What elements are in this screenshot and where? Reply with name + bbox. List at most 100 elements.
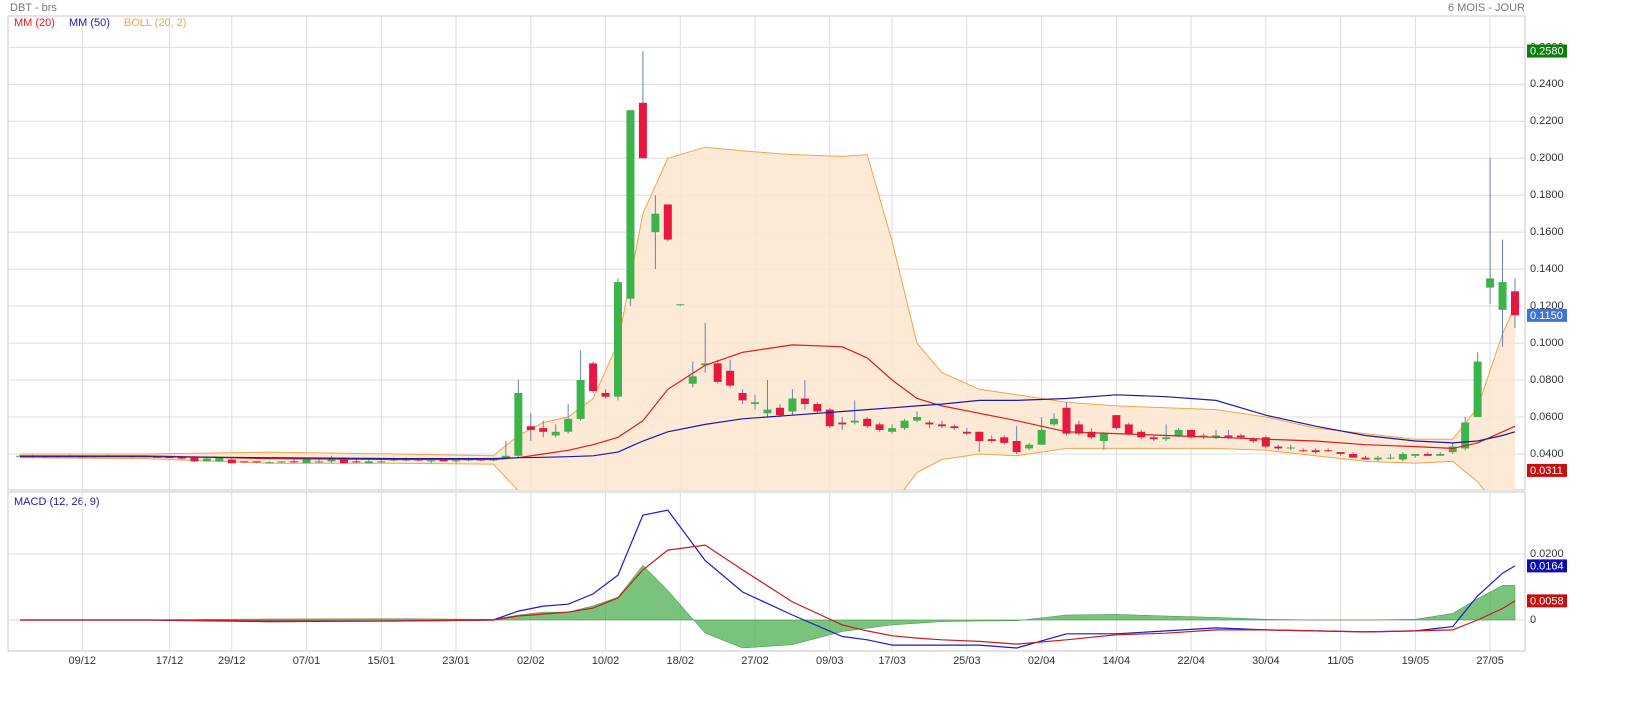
- candle-body: [526, 426, 535, 430]
- candle-body: [937, 424, 946, 427]
- x-tick-label: 27/02: [741, 655, 769, 667]
- candle-body: [676, 304, 685, 306]
- period-label: 6 MOIS - JOUR: [1448, 2, 1525, 14]
- candle-body: [1448, 446, 1457, 453]
- x-tick-label: 07/01: [293, 655, 321, 667]
- candle-body: [1099, 433, 1108, 442]
- candle-body: [265, 462, 274, 464]
- price-badge-label: 0.1150: [1530, 310, 1563, 322]
- x-tick-label: 22/04: [1177, 655, 1205, 667]
- candle-body: [962, 431, 971, 434]
- x-tick-label: 19/05: [1402, 655, 1430, 667]
- candle-body: [1386, 457, 1395, 459]
- candle-body: [1411, 453, 1420, 456]
- price-badge: [1527, 463, 1567, 477]
- price-badge-label: 0.0311: [1530, 465, 1563, 477]
- x-tick-label: 09/12: [69, 655, 97, 667]
- candle-body: [751, 402, 760, 405]
- candle-body: [1037, 429, 1046, 445]
- y-tick-label: 0: [1530, 614, 1536, 626]
- macd-histogram: [19, 564, 1516, 649]
- x-tick-label: 11/05: [1327, 655, 1354, 667]
- candle-body: [713, 363, 722, 382]
- candle-body: [240, 461, 249, 463]
- candle-body: [800, 398, 809, 405]
- candle-body: [177, 457, 186, 459]
- candle-body: [514, 392, 523, 456]
- candle-body: [838, 422, 847, 425]
- candle-body: [202, 458, 211, 462]
- x-tick-label: 27/05: [1476, 655, 1504, 667]
- candle-body: [888, 428, 897, 432]
- candle-body: [1174, 429, 1183, 436]
- candle-body: [1050, 418, 1059, 425]
- candle-body: [763, 409, 772, 414]
- candle-body: [227, 459, 236, 464]
- bollinger-lower: [19, 447, 1485, 490]
- candle-body: [726, 370, 735, 386]
- candle-body: [614, 282, 622, 397]
- candle-body: [190, 457, 199, 462]
- candle-body: [1461, 422, 1470, 449]
- candle-body: [551, 431, 560, 436]
- candle-body: [564, 418, 573, 432]
- x-tick-label: 15/01: [368, 655, 396, 667]
- candle-body: [1511, 291, 1519, 316]
- candle-body: [1025, 444, 1034, 449]
- moving-average-line: [20, 394, 1516, 460]
- y-tick-label: 0.0600: [1530, 411, 1564, 423]
- candle-body: [1436, 453, 1445, 456]
- x-tick-label: 17/12: [156, 655, 184, 667]
- price-badge: [1527, 559, 1567, 573]
- candle-body: [1311, 450, 1320, 453]
- candle-body: [863, 418, 872, 427]
- x-tick-label: 02/04: [1028, 655, 1056, 667]
- price-badge: [1527, 44, 1567, 58]
- candle-body: [1349, 453, 1358, 458]
- candle-body: [1274, 446, 1283, 449]
- candle-body: [339, 457, 348, 464]
- candle-body: [290, 461, 299, 463]
- candle-body: [688, 376, 697, 384]
- x-tick-label: 18/02: [667, 655, 695, 667]
- candle-body: [601, 392, 610, 397]
- y-tick-label: 0.2000: [1530, 152, 1564, 164]
- y-tick-label: 0.0400: [1530, 448, 1564, 460]
- x-tick-label: 29/12: [218, 655, 246, 667]
- candle-body: [315, 461, 323, 463]
- x-tick-label: 17/03: [878, 655, 906, 667]
- candle-body: [950, 426, 959, 429]
- candle-body: [1224, 435, 1233, 438]
- candle-body: [364, 461, 373, 464]
- y-tick-label: 0.2200: [1530, 115, 1564, 127]
- candle-body: [638, 102, 647, 159]
- candle-body: [775, 407, 784, 416]
- candle-body: [1187, 429, 1196, 438]
- legend-entry: BOLL (20, 2): [124, 17, 187, 29]
- candle-body: [651, 213, 660, 233]
- candle-body: [1162, 437, 1171, 440]
- candle-body: [352, 461, 361, 463]
- candle-body: [1212, 435, 1220, 438]
- candle-body: [1112, 415, 1121, 429]
- candle-body: [1261, 437, 1270, 447]
- candle-body: [501, 455, 510, 458]
- candle-body: [913, 416, 921, 421]
- candle-body: [1361, 457, 1370, 460]
- candle-body: [1336, 452, 1345, 454]
- moving-average-line: [20, 344, 1516, 461]
- candle-body: [975, 431, 984, 442]
- candle-body: [277, 461, 286, 463]
- candle-body: [738, 392, 747, 401]
- candle-body: [788, 398, 797, 412]
- price-badge-label: 0.0164: [1530, 560, 1564, 572]
- candle-body: [1299, 450, 1308, 452]
- candle-body: [377, 461, 386, 463]
- y-tick-label: 0.1000: [1530, 337, 1564, 349]
- candle-body: [1087, 431, 1096, 438]
- candle-body: [452, 460, 461, 462]
- x-tick-label: 23/01: [442, 655, 470, 667]
- x-tick-label: 09/03: [816, 655, 844, 667]
